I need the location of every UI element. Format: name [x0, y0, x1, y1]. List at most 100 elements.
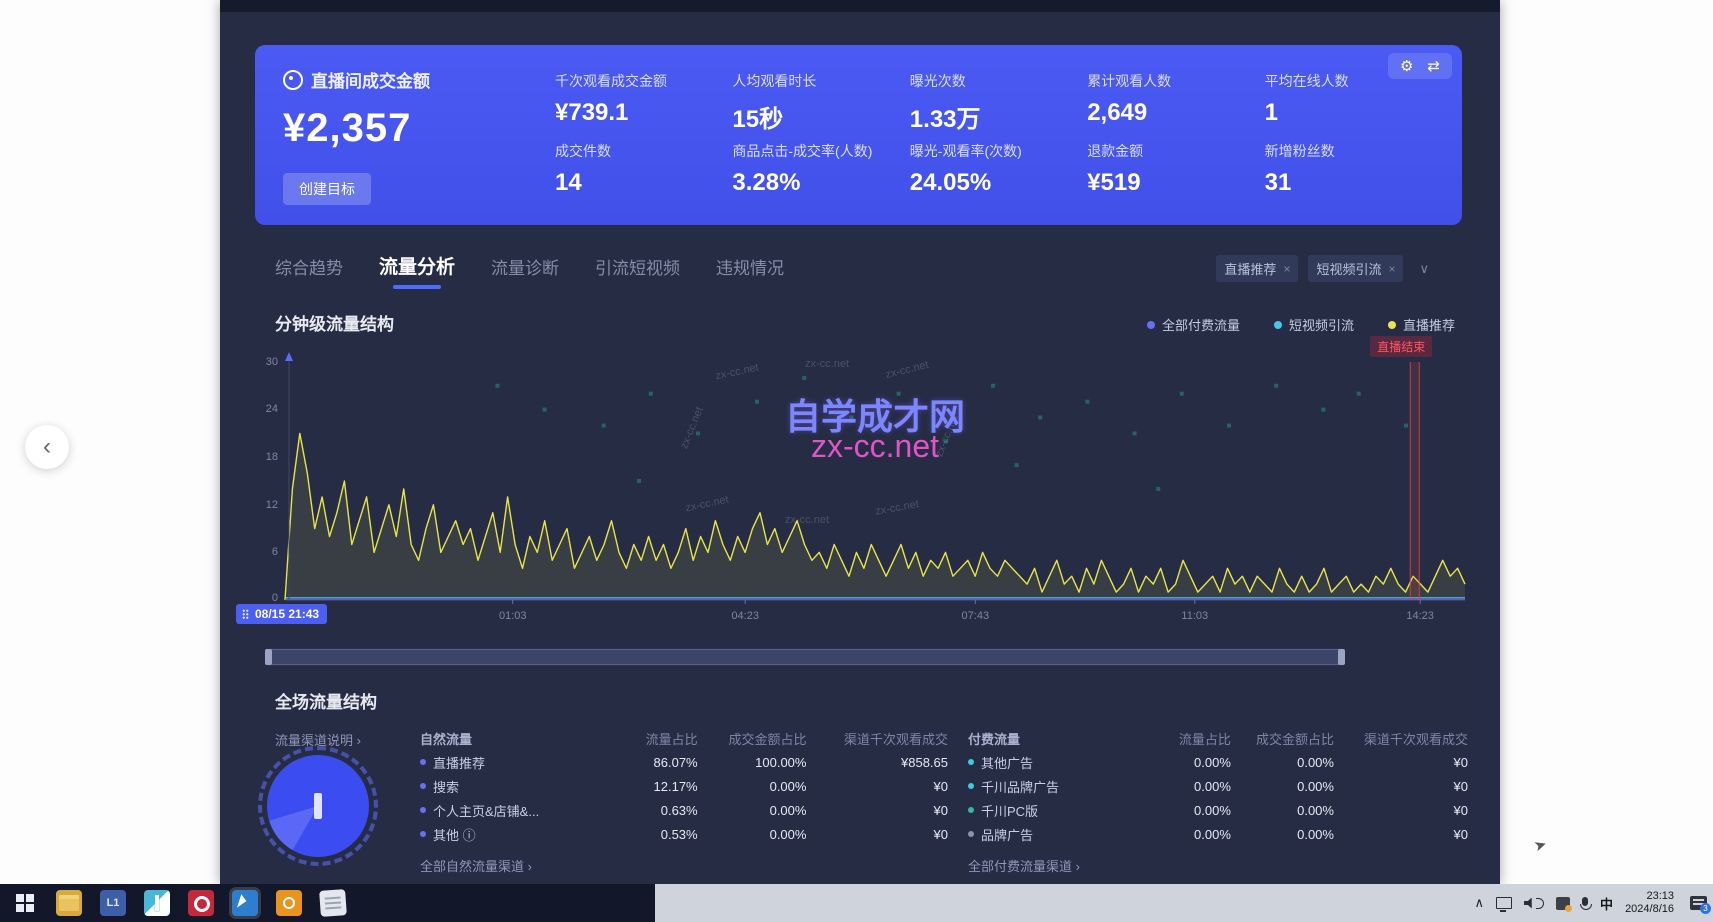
file-explorer-icon[interactable] — [56, 890, 82, 916]
table-row[interactable]: 直播推荐 86.07% 100.00% ¥858.65 — [420, 750, 948, 774]
series-dot — [420, 783, 426, 789]
scrollbar-range[interactable] — [269, 649, 1341, 665]
chart-canvas — [284, 352, 1466, 604]
notification-icon[interactable]: 3 — [1690, 896, 1711, 914]
kpi-cell: 人均观看时长 15秒 — [732, 73, 817, 133]
tray-expand-icon[interactable]: ∧ — [1474, 895, 1485, 910]
back-button[interactable]: ‹ — [25, 425, 69, 469]
donut — [267, 755, 369, 857]
live-analytics-dashboard: 直播间成交金额 ¥2,357 创建目标 千次观看成交金额 ¥739.1 人均观看时… — [220, 0, 1500, 885]
drag-handle-icon — [242, 608, 249, 620]
chevron-down-icon[interactable]: ∨ — [1419, 260, 1429, 276]
tab-violations[interactable]: 违规情况 — [716, 259, 785, 278]
chevron-left-icon: ‹ — [43, 433, 51, 460]
table-header: 自然流量 流量占比 成交金额占比 渠道千次观看成交 — [420, 731, 948, 747]
app-recorder-icon[interactable] — [276, 890, 302, 916]
traffic-donut-chart — [258, 746, 380, 868]
legend-short-video[interactable]: 短视频引流 — [1273, 315, 1354, 334]
minute-traffic-chart[interactable]: zx-cc.net zx-cc.net zx-cc.net zx-cc.net … — [284, 352, 1466, 604]
target-icon — [283, 69, 303, 90]
legend-live-recommend[interactable]: 直播推荐 — [1387, 315, 1455, 334]
kpi-banner: 直播间成交金额 ¥2,357 创建目标 千次观看成交金额 ¥739.1 人均观看时… — [255, 45, 1462, 225]
app-red-circle-icon[interactable] — [188, 890, 214, 916]
tab-traffic-analysis[interactable]: 流量分析 — [379, 252, 455, 289]
series-dot — [968, 759, 974, 765]
table-row[interactable]: 其他 ⓘ 0.53% 0.00% ¥0 — [420, 822, 948, 846]
chip-short-video[interactable]: 短视频引流 × — [1308, 255, 1404, 282]
series-dot — [420, 759, 426, 765]
close-icon[interactable]: × — [1388, 261, 1396, 276]
system-tray: ∧ 中 23:13 2024/8/16 3 — [1474, 884, 1711, 922]
start-button[interactable] — [12, 890, 38, 916]
legend-paid-traffic[interactable]: 全部付费流量 — [1146, 315, 1240, 334]
volume-icon[interactable] — [1524, 897, 1545, 909]
kpi-cell: 成交件数 14 — [555, 143, 611, 196]
table-row[interactable]: 品牌广告 0.00% 0.00% ¥0 — [968, 822, 1468, 846]
chart-title: 分钟级流量结构 — [275, 315, 394, 334]
kpi-cell: 新增粉丝数 31 — [1264, 143, 1335, 196]
tray-app-icon[interactable] — [1556, 896, 1573, 912]
clock[interactable]: 23:13 2024/8/16 — [1625, 890, 1674, 916]
all-paid-channels-link[interactable]: 全部付费流量渠道 › — [968, 859, 1080, 874]
banner-title: 直播间成交金额 — [311, 72, 430, 91]
date: 2024/8/16 — [1625, 903, 1674, 915]
legend-dot — [1146, 320, 1155, 329]
legend-dot — [1273, 320, 1282, 329]
table-row[interactable]: 千川PC版 0.00% 0.00% ¥0 — [968, 798, 1468, 822]
table-row[interactable]: 个人主页&店铺&... 0.63% 0.00% ¥0 — [420, 798, 948, 822]
window-top-strip — [220, 0, 1500, 12]
y-axis-labels: 30 24 18 12 6 0 — [265, 356, 278, 604]
donut-ring — [258, 746, 378, 866]
kpi-cell: 累计观看人数 2,649 — [1087, 73, 1172, 126]
series-dot — [968, 807, 974, 813]
scrollbar-handle-right[interactable] — [1338, 649, 1345, 665]
app-teal-icon[interactable] — [144, 890, 170, 916]
x-axis-start-badge[interactable]: 08/15 21:43 — [236, 604, 328, 624]
network-icon[interactable] — [1496, 897, 1513, 912]
all-natural-channels-link[interactable]: 全部自然流量渠道 › — [420, 859, 532, 874]
microphone-icon[interactable] — [1580, 897, 1593, 910]
app-pointer-icon-active[interactable] — [229, 887, 261, 919]
analysis-tabs: 综合趋势 流量分析 流量诊断 引流短视频 违规情况 — [275, 252, 784, 289]
kpi-cell: 商品点击-成交率(人数) 3.28% — [732, 143, 873, 196]
chart-zoom-scrollbar[interactable] — [265, 648, 1345, 666]
tab-traffic-diagnosis[interactable]: 流量诊断 — [491, 259, 560, 278]
time: 23:13 — [1646, 890, 1674, 902]
kpi-cell: 曝光-观看率(次数) 24.05% — [909, 143, 1022, 196]
natural-traffic-table: 自然流量 流量占比 成交金额占比 渠道千次观看成交 直播推荐 86.07% 10… — [420, 726, 948, 875]
scrollbar-handle-left[interactable] — [265, 649, 272, 665]
tab-overall-trend[interactable]: 综合趋势 — [275, 259, 343, 278]
series-dot — [968, 831, 974, 837]
channel-note-link[interactable]: 流量渠道说明 › — [275, 733, 361, 748]
windows-taskbar: L1 ∧ 中 23:13 2024/8/16 3 — [0, 884, 1713, 922]
app-lt-icon[interactable]: L1 — [100, 890, 126, 916]
donut-center-label — [314, 793, 322, 819]
ime-indicator[interactable]: 中 — [1600, 896, 1614, 912]
table-header: 付费流量 流量占比 成交金额占比 渠道千次观看成交 — [968, 731, 1468, 747]
close-icon[interactable]: × — [1283, 261, 1291, 276]
x-axis-labels: 01:03 04:23 07:43 11:03 14:23 — [498, 610, 1434, 622]
gear-icon[interactable]: ⚙ — [1399, 58, 1414, 75]
traffic-filter-chips: 直播推荐 × 短视频引流 × ∨ — [1216, 255, 1435, 282]
kpi-cell: 平均在线人数 1 — [1264, 73, 1349, 126]
table-row[interactable]: 其他广告 0.00% 0.00% ¥0 — [968, 750, 1468, 774]
series-dot — [420, 807, 426, 813]
notepad-icon[interactable] — [319, 889, 347, 917]
legend-dot — [1387, 320, 1396, 329]
kpi-cell: 退款金额 ¥519 — [1087, 143, 1144, 196]
table-row[interactable]: 搜索 12.17% 0.00% ¥0 — [420, 774, 948, 798]
share-icon[interactable]: ➤ — [1531, 835, 1550, 856]
chip-live-recommend[interactable]: 直播推荐 × — [1216, 255, 1299, 282]
chart-legend: 全部付费流量 短视频引流 直播推荐 — [1146, 315, 1455, 334]
section-title: 全场流量结构 — [275, 693, 377, 712]
stream-end-annotation: 直播结束 — [1370, 336, 1433, 357]
table-row[interactable]: 千川品牌广告 0.00% 0.00% ¥0 — [968, 774, 1468, 798]
banner-title-row: 直播间成交金额 — [283, 67, 430, 92]
series-dot — [968, 783, 974, 789]
series-dot — [420, 831, 426, 837]
kpi-cell: 千次观看成交金额 ¥739.1 — [555, 73, 667, 126]
paid-traffic-table: 付费流量 流量占比 成交金额占比 渠道千次观看成交 其他广告 0.00% 0.0… — [968, 726, 1468, 875]
swap-icon[interactable]: ⇄ — [1427, 58, 1440, 75]
create-goal-button[interactable]: 创建目标 — [283, 173, 371, 205]
tab-short-video[interactable]: 引流短视频 — [595, 259, 681, 278]
